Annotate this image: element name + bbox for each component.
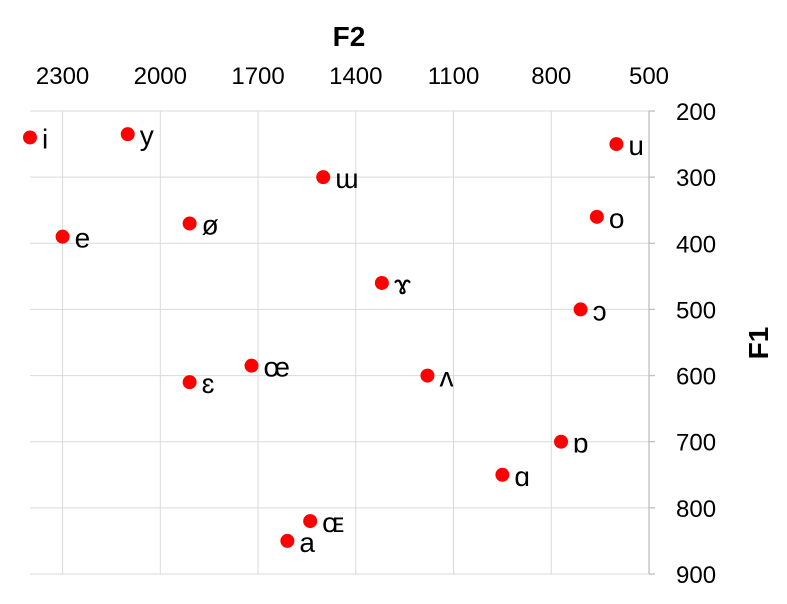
x-tick-label: 1400: [329, 63, 382, 90]
data-point-label: œ: [264, 352, 290, 383]
axes: 200 300 400 500 600 700 800 900 2300 2000 1700 1400…: [36, 63, 716, 589]
y-tick-label: 700: [676, 430, 716, 457]
y-tick-label: 300: [676, 165, 716, 192]
data-point-label: ɤ: [394, 269, 411, 300]
data-point-label: y: [140, 120, 154, 151]
y-tick-label: 800: [676, 496, 716, 523]
data-point: [182, 216, 197, 231]
data-point-label: ʌ: [439, 362, 453, 393]
x-tick-label: 2000: [134, 63, 187, 90]
data-point: [23, 130, 37, 145]
data-point-label: u: [628, 130, 644, 161]
x-axis-title: F2: [333, 21, 366, 52]
data-point-label: o: [609, 203, 625, 234]
data-point-label: i: [42, 123, 48, 154]
y-tick-label: 900: [676, 562, 716, 589]
data-point: [280, 533, 295, 548]
y-tick-label: 200: [676, 99, 716, 126]
data-point: [573, 302, 588, 317]
data-point-label: ɑ: [514, 461, 530, 492]
data-point: [374, 275, 389, 290]
data-point-label: ɛ: [202, 368, 215, 399]
x-tick-label: 500: [629, 63, 669, 90]
data-point: [609, 137, 624, 152]
data-point: [120, 127, 135, 142]
data-point: [420, 368, 435, 383]
data-point: [303, 514, 318, 529]
data-point-label: ɔ: [593, 295, 607, 326]
data-point: [182, 375, 197, 390]
data-point-label: ɶ: [322, 507, 344, 538]
y-tick-label: 500: [676, 297, 716, 324]
y-axis-title: F1: [743, 327, 774, 360]
data-point: [244, 358, 259, 373]
data-point-label: e: [75, 223, 91, 254]
x-tick-label: 1100: [428, 63, 480, 90]
data-points: i y u ɯ o e ø ɤ ɔ œ ɛ ʌ ɒ ɑ ɶa: [23, 120, 644, 558]
data-point-label: ø: [202, 209, 219, 240]
data-point: [554, 434, 569, 449]
data-point: [589, 209, 604, 224]
data-point: [316, 170, 331, 185]
y-tick-label: 600: [676, 364, 716, 391]
data-point: [495, 467, 510, 482]
data-point-label: ɒ: [573, 428, 589, 459]
data-point-label: ɯ: [335, 163, 358, 194]
gridlines: [30, 110, 650, 575]
y-tick-label: 400: [676, 231, 716, 258]
x-tick-label: 800: [531, 63, 571, 90]
x-tick-label: 1700: [231, 63, 284, 90]
x-tick-label: 2300: [36, 63, 89, 90]
data-point: [55, 229, 70, 244]
data-point-label: a: [299, 527, 315, 558]
